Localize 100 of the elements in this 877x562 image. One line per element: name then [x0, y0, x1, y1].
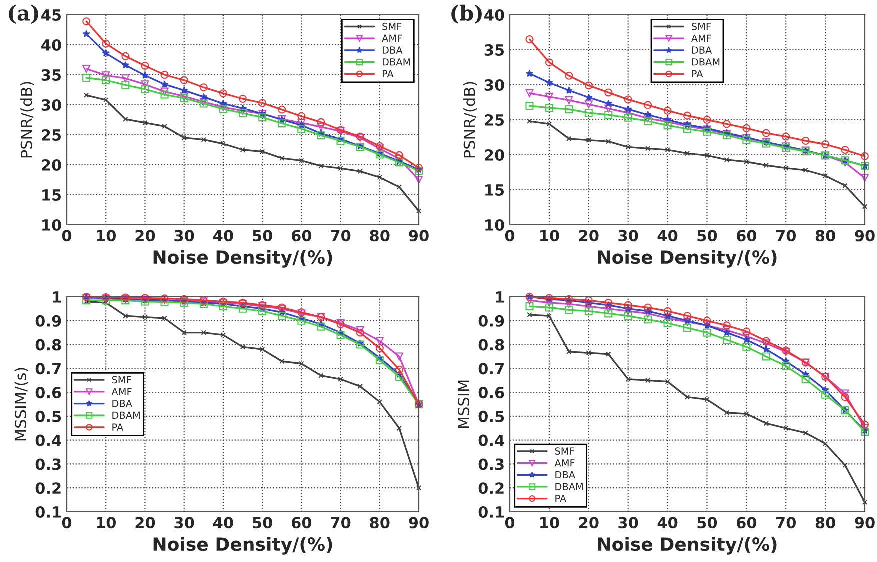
- legend-label: SMF: [382, 22, 402, 30]
- y-tick-label: 0.8: [478, 339, 504, 351]
- y-tick-label: 0.4: [478, 434, 504, 446]
- y-axis-title: PSNR/(dB): [464, 82, 478, 158]
- legend-label: SMF: [555, 448, 574, 455]
- legend-label: SMF: [112, 376, 132, 384]
- y-tick-label: 0.7: [36, 363, 61, 375]
- y-axis-title: PSNR/(dB): [20, 82, 34, 158]
- x-axis-title: Noise Density/(%): [598, 537, 777, 555]
- x-tick-label: 40: [658, 230, 678, 242]
- y-tick-label: 0.2: [478, 482, 504, 494]
- y-tick-label: 40: [484, 9, 504, 22]
- legend-label: PA: [556, 495, 567, 502]
- x-axis-title: Noise Density/(%): [154, 537, 332, 555]
- y-tick-label: 15: [42, 190, 62, 202]
- y-tick-label: 0.8: [36, 339, 62, 351]
- y-tick-label: 0.5: [478, 410, 504, 422]
- legend-label: AMF: [112, 388, 132, 396]
- x-tick-label: 0: [505, 230, 515, 242]
- x-tick-label: 30: [618, 517, 638, 529]
- legend-label: SMF: [692, 22, 711, 30]
- x-tick-label: 50: [698, 517, 718, 529]
- y-tick-label: 0.4: [36, 434, 62, 446]
- x-tick-label: 80: [816, 230, 836, 242]
- x-tick-label: 90: [409, 517, 429, 529]
- y-tick-label: 0.7: [478, 363, 504, 375]
- x-tick-label: 10: [97, 517, 116, 529]
- legend-label: DBAM: [112, 412, 140, 420]
- x-tick-label: 50: [698, 230, 718, 242]
- x-axis-title: Noise Density/(%): [154, 250, 332, 268]
- y-tick-label: 25: [42, 129, 62, 142]
- y-tick-label: 45: [42, 10, 62, 22]
- chart-title: (a): [9, 4, 38, 24]
- x-tick-label: 20: [136, 517, 156, 529]
- y-tick-label: 20: [42, 159, 62, 172]
- chart-title: (b): [452, 4, 482, 24]
- y-tick-label: 40: [42, 39, 62, 52]
- y-tick-label: 20: [485, 149, 504, 162]
- x-tick-label: 40: [658, 517, 678, 529]
- y-tick-label: 0.3: [478, 458, 504, 470]
- x-tick-label: 80: [370, 517, 390, 529]
- y-tick-label: 0.1: [36, 506, 62, 518]
- x-tick-label: 60: [736, 517, 757, 529]
- legend-label: AMF: [554, 460, 575, 467]
- y-tick-label: 0.2: [36, 482, 61, 494]
- y-tick-label: 0.6: [478, 387, 504, 399]
- x-tick-label: 80: [370, 230, 390, 242]
- x-tick-label: 20: [136, 230, 156, 242]
- y-tick-label: 15: [486, 184, 504, 196]
- x-tick-label: 10: [540, 517, 560, 529]
- x-tick-label: 30: [174, 517, 194, 529]
- y-tick-label: 35: [42, 69, 62, 82]
- y-tick-label: 10: [42, 219, 62, 232]
- y-tick-label: 0.5: [36, 410, 62, 422]
- x-tick-label: 0: [505, 517, 515, 529]
- x-tick-label: 50: [253, 230, 272, 242]
- legend-label: PA: [382, 70, 394, 78]
- x-axis-title: Noise Density/(%): [598, 250, 777, 268]
- x-tick-label: 90: [855, 517, 875, 529]
- legend-label: PA: [692, 70, 704, 78]
- y-tick-label: 0.9: [36, 315, 62, 327]
- legend-label: AMF: [691, 34, 712, 42]
- y-axis-title: MSSIM: [458, 380, 470, 428]
- legend-label: DBAM: [382, 58, 410, 66]
- y-tick-label: 10: [486, 219, 504, 232]
- x-tick-label: 20: [579, 230, 599, 242]
- y-axis-title: MSSIM/(s): [14, 368, 28, 441]
- x-tick-label: 30: [618, 230, 638, 242]
- x-tick-label: 40: [214, 517, 234, 529]
- x-tick-label: 30: [174, 230, 194, 242]
- legend-label: DBA: [556, 471, 576, 479]
- y-tick-label: 25: [485, 114, 504, 126]
- y-tick-label: 30: [42, 99, 62, 112]
- legend-label: DBA: [382, 46, 403, 54]
- x-tick-label: 70: [776, 517, 796, 529]
- x-tick-label: 50: [253, 517, 272, 529]
- x-tick-label: 60: [292, 230, 312, 242]
- x-tick-label: 10: [97, 230, 116, 242]
- x-tick-label: 0: [62, 230, 72, 242]
- y-tick-label: 0.3: [36, 458, 61, 470]
- x-tick-label: 70: [776, 230, 796, 242]
- x-tick-label: 0: [62, 517, 72, 529]
- y-tick-label: 35: [484, 44, 504, 56]
- x-tick-label: 80: [816, 517, 836, 529]
- y-tick-label: 0.9: [478, 315, 504, 327]
- x-tick-label: 90: [409, 230, 429, 242]
- x-tick-label: 40: [214, 230, 234, 242]
- y-tick-label: 0.1: [478, 506, 504, 518]
- y-tick-label: 1: [53, 292, 62, 303]
- legend-label: PA: [112, 424, 124, 431]
- x-tick-label: 70: [331, 517, 351, 529]
- legend-label: DBA: [692, 46, 712, 54]
- y-tick-label: 30: [484, 79, 504, 92]
- x-tick-label: 70: [331, 230, 351, 242]
- legend-label: AMF: [382, 34, 402, 42]
- y-tick-label: 0.6: [36, 387, 62, 399]
- legend-label: DBA: [112, 400, 132, 408]
- x-tick-label: 60: [736, 230, 757, 242]
- x-tick-label: 10: [540, 230, 560, 242]
- legend-label: DBAM: [692, 58, 720, 66]
